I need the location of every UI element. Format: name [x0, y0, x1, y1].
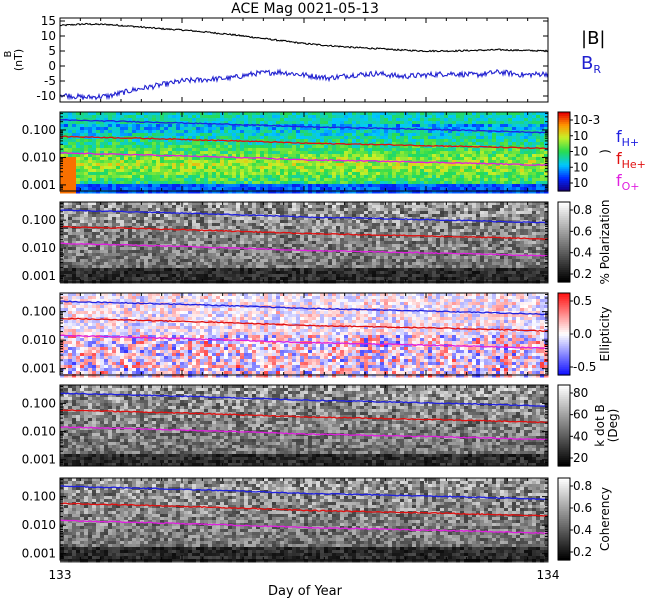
- line-f-hplus: [59, 209, 549, 224]
- y-tick-label: 0.100: [22, 213, 56, 227]
- colorbar-tick-label: 10: [573, 145, 588, 159]
- colorbar: 80 60 40 20 k dot B (Deg): [557, 384, 620, 467]
- heatmap-cells: [60, 112, 549, 194]
- x-tick-label: 133: [49, 568, 72, 582]
- y-tick-label: 10: [41, 29, 56, 43]
- legend-entry: |B|: [581, 28, 605, 49]
- colorbar-tick-label: 0.6: [573, 501, 592, 515]
- colorbar-label: Coherency: [598, 487, 612, 551]
- panel-coherency: 0.100 0.010 0.001 0.8 0.6 0.4 0.2 Coherency: [22, 477, 612, 563]
- colorbar-tick-label: 0.8: [573, 203, 592, 217]
- line-f-heplus: [59, 225, 549, 241]
- y-tick-label: 0.100: [22, 123, 56, 137]
- legend-entry: BR: [581, 53, 601, 76]
- y-axis-label: B: [3, 50, 14, 57]
- line-f-oplus: [59, 242, 549, 257]
- line-f-hplus: [59, 485, 549, 501]
- colorbar-tick-label: 40: [573, 429, 588, 443]
- colorbar-tick-label: 0.6: [573, 224, 592, 238]
- y-tick-label: 0.001: [22, 362, 56, 376]
- line-f-hplus: [59, 300, 549, 316]
- panel-wave-normal-angle: 0.100 0.010 0.001 80 60 40 20 k dot B (Deg): [22, 384, 620, 467]
- colorbar: 0.8 0.6 0.4 0.2 % Polarization: [557, 200, 612, 285]
- colorbar-frame: [557, 201, 571, 283]
- y-tick-label: 0.010: [22, 425, 56, 439]
- legend-entry: fHe+: [616, 149, 646, 171]
- colorbar-tick-label: 0.5: [573, 294, 592, 308]
- colorbar-frame: [557, 384, 571, 467]
- y-tick-label: 0.001: [22, 178, 56, 192]
- y-tick-label: 15: [41, 14, 56, 28]
- colorbar-label: ): [598, 149, 612, 154]
- y-axis-label: (nT): [12, 49, 25, 71]
- line-f-heplus: [59, 502, 549, 517]
- y-tick-label: 0.001: [22, 453, 56, 467]
- y-tick-label: 0.010: [22, 333, 56, 347]
- line-f-heplus: [59, 409, 549, 424]
- colorbar-label: (Deg): [606, 409, 620, 443]
- heatmap-cells: [60, 202, 549, 284]
- legend-entry: fH+: [616, 127, 639, 149]
- colorbar-label: % Polarization: [598, 200, 612, 285]
- colorbar-tick-label: 0.8: [573, 479, 592, 493]
- colorbar: 0.8 0.6 0.4 0.2 Coherency: [557, 477, 612, 561]
- colorbar-tick-label: 0.4: [573, 523, 592, 537]
- colorbar-tick-label: 0.2: [573, 545, 592, 559]
- panel-polarization: 0.100 0.010 0.001 0.8 0.6 0.4 0.2 % Polarizatio…: [22, 200, 612, 285]
- colorbar-tick-label: 10-3: [573, 113, 600, 127]
- colorbar-tick-label: 80: [573, 386, 588, 400]
- colorbar-tick-label: 10: [573, 160, 588, 174]
- line-f-hplus: [59, 392, 549, 408]
- colorbar-tick-label: 10: [573, 129, 588, 143]
- colorbar-tick-label: 0.0: [573, 327, 592, 341]
- line-f-oplus: [59, 334, 549, 350]
- line-f-heplus: [59, 317, 549, 332]
- panels: 151050-5-10B(nT)|B|BR0.1000.0100.00110-3…: [3, 14, 646, 582]
- y-tick-label: 0: [48, 59, 56, 73]
- colorbar-label: k dot B: [593, 404, 607, 446]
- colorbar-tick-label: -0.5: [573, 360, 596, 374]
- heatmap-cells: [60, 478, 549, 563]
- y-tick-label: -10: [36, 89, 56, 103]
- y-tick-label: 0.010: [22, 150, 56, 164]
- y-tick-label: 0.001: [22, 547, 56, 561]
- colorbar-tick-label: 0.2: [573, 267, 592, 281]
- line-f-oplus: [59, 152, 549, 167]
- colorbar-tick-label: 20: [573, 451, 588, 465]
- heatmap-cells: [60, 385, 549, 467]
- x-axis-label: Day of Year: [268, 584, 343, 599]
- y-tick-label: 0.100: [22, 396, 56, 410]
- line-f-hplus: [59, 119, 549, 134]
- chart-title: ACE Mag 0021-05-13: [231, 1, 379, 17]
- colorbar-frame: [557, 477, 571, 561]
- colorbar-tick-label: 0.4: [573, 246, 592, 260]
- heatmap-cells: [60, 293, 549, 378]
- y-tick-label: 0.100: [22, 490, 56, 504]
- y-tick-label: 0.010: [22, 241, 56, 255]
- colorbar-label: Ellipticity: [598, 307, 612, 362]
- y-tick-label: 0.100: [22, 305, 56, 319]
- colorbar-tick-label: 60: [573, 408, 588, 422]
- y-tick-label: 5: [48, 44, 56, 58]
- line-f-heplus: [59, 135, 549, 150]
- series-b-r: [60, 68, 549, 101]
- y-tick-label: 0.001: [22, 269, 56, 283]
- x-tick-label: 134: [537, 568, 560, 582]
- legend-entry: fO+: [616, 171, 640, 193]
- y-tick-label: -5: [44, 74, 56, 88]
- line-f-oplus: [59, 519, 549, 535]
- series-b-total: [59, 22, 549, 53]
- colorbar-tick-label: 10: [573, 176, 588, 190]
- y-tick-label: 0.010: [22, 518, 56, 532]
- line-f-oplus: [59, 426, 549, 441]
